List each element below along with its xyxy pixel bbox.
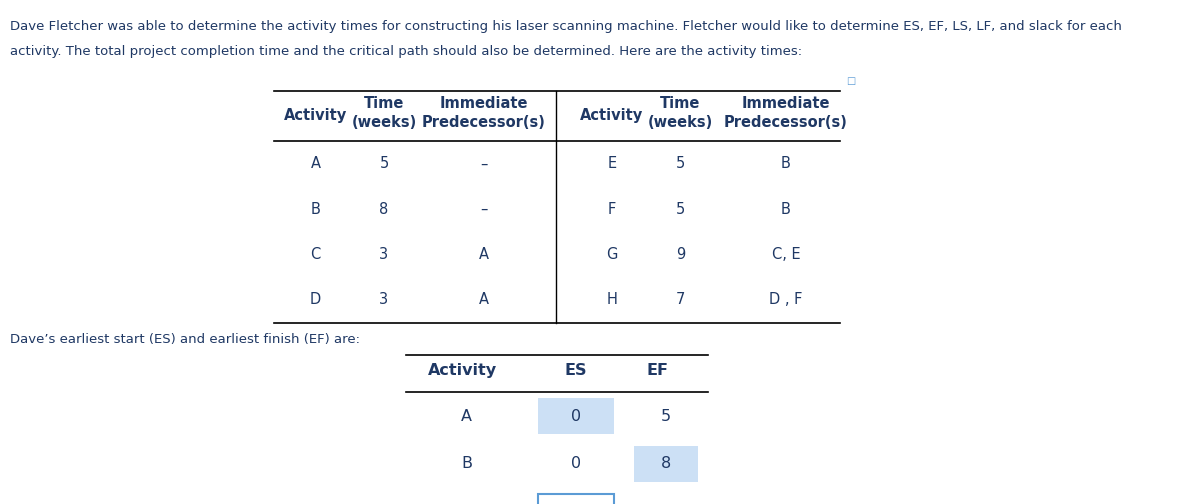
Text: Activity: Activity [427, 363, 497, 378]
Text: 5: 5 [676, 156, 685, 171]
Text: 8: 8 [661, 457, 671, 471]
Text: A: A [479, 292, 488, 307]
Text: Immediate: Immediate [742, 96, 830, 111]
Text: 0: 0 [571, 457, 581, 471]
Text: 7: 7 [676, 292, 685, 307]
Text: –: – [480, 156, 487, 171]
Text: Dave’s earliest start (ES) and earliest finish (EF) are:: Dave’s earliest start (ES) and earliest … [10, 333, 360, 346]
Text: –: – [480, 202, 487, 217]
Text: Dave Fletcher was able to determine the activity times for constructing his lase: Dave Fletcher was able to determine the … [10, 20, 1122, 33]
FancyBboxPatch shape [634, 446, 698, 482]
Text: E: E [607, 156, 617, 171]
FancyBboxPatch shape [538, 494, 614, 504]
Text: 8: 8 [379, 202, 389, 217]
Text: 3: 3 [379, 292, 389, 307]
Text: (weeks): (weeks) [352, 115, 416, 130]
Text: 9: 9 [676, 247, 685, 262]
Text: 5: 5 [379, 156, 389, 171]
Text: A: A [461, 409, 473, 423]
Text: 5: 5 [661, 409, 671, 423]
Text: Activity: Activity [284, 108, 347, 123]
Text: C: C [311, 247, 320, 262]
Text: H: H [606, 292, 618, 307]
Text: D: D [310, 292, 322, 307]
Text: C, E: C, E [772, 247, 800, 262]
Text: B: B [781, 202, 791, 217]
Text: 0: 0 [571, 409, 581, 423]
Text: EF: EF [647, 363, 668, 378]
Text: Time: Time [364, 96, 404, 111]
Text: A: A [479, 247, 488, 262]
Text: D , F: D , F [769, 292, 803, 307]
Text: Activity: Activity [581, 108, 643, 123]
Text: A: A [311, 156, 320, 171]
Text: Time: Time [660, 96, 701, 111]
Text: (weeks): (weeks) [648, 115, 713, 130]
Text: G: G [606, 247, 618, 262]
Text: activity. The total project completion time and the critical path should also be: activity. The total project completion t… [10, 45, 802, 58]
Text: Predecessor(s): Predecessor(s) [421, 115, 546, 130]
Text: 3: 3 [379, 247, 389, 262]
Text: □: □ [846, 76, 856, 86]
Text: 5: 5 [676, 202, 685, 217]
FancyBboxPatch shape [538, 398, 614, 434]
Text: Predecessor(s): Predecessor(s) [724, 115, 848, 130]
Text: B: B [311, 202, 320, 217]
Text: F: F [608, 202, 616, 217]
Text: B: B [781, 156, 791, 171]
Text: Immediate: Immediate [439, 96, 528, 111]
Text: ES: ES [565, 363, 587, 378]
Text: B: B [461, 457, 473, 471]
